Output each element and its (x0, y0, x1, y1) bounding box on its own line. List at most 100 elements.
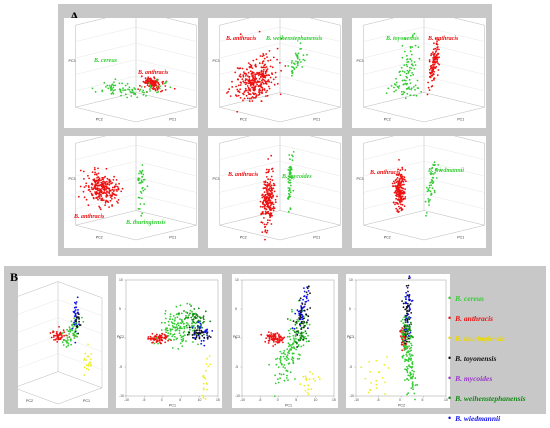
x-tick-label: 10 (314, 398, 318, 402)
data-point (171, 322, 174, 325)
data-point (308, 340, 310, 342)
data-point (261, 206, 264, 208)
data-point (63, 331, 65, 333)
data-point (74, 309, 77, 311)
data-point (434, 59, 437, 61)
data-point (262, 53, 265, 55)
data-point (300, 47, 302, 50)
data-point (318, 378, 321, 381)
data-point (183, 325, 185, 328)
data-point (290, 184, 292, 187)
data-point (154, 83, 157, 86)
data-point (74, 312, 77, 315)
data-point (429, 76, 432, 79)
data-point (411, 46, 414, 48)
data-point (83, 186, 86, 188)
data-point (66, 334, 69, 337)
data-point (299, 354, 301, 356)
data-point (85, 182, 88, 185)
data-point (179, 304, 182, 307)
data-point (139, 190, 142, 193)
axis-line (75, 107, 137, 123)
data-point (300, 311, 303, 313)
data-point (62, 344, 65, 346)
data-point (428, 60, 431, 63)
axis-line (57, 387, 103, 405)
data-point (185, 324, 188, 327)
data-point (268, 184, 270, 187)
data-point (304, 375, 307, 378)
axis-line (363, 136, 394, 144)
data-point (306, 391, 309, 394)
data-point (296, 64, 299, 67)
data-point (404, 196, 407, 198)
data-point (309, 371, 311, 373)
y-tick-label: 0 (349, 336, 351, 340)
data-point (273, 184, 276, 186)
data-point (407, 337, 410, 340)
data-point (406, 346, 409, 349)
data-point (68, 326, 71, 329)
data-point (268, 187, 271, 189)
data-point (392, 185, 394, 188)
data-point (271, 192, 273, 195)
data-point (126, 82, 129, 85)
data-point (239, 97, 242, 99)
data-point (75, 318, 77, 321)
data-point (74, 320, 77, 323)
data-point (228, 88, 231, 91)
grid-line (279, 43, 341, 59)
data-point (128, 89, 131, 91)
data-point (203, 333, 205, 336)
data-point (407, 357, 410, 359)
data-point (149, 335, 152, 338)
data-point (263, 191, 266, 193)
data-point (264, 226, 266, 229)
data-point (307, 315, 310, 318)
data-point (84, 352, 87, 355)
data-point (276, 58, 278, 61)
data-point (392, 201, 395, 204)
data-point (252, 72, 255, 74)
data-point (66, 337, 69, 339)
data-point (434, 67, 437, 69)
data-point (68, 333, 71, 335)
data-point (195, 329, 198, 332)
data-point (295, 322, 298, 324)
data-point (406, 310, 408, 313)
data-point (409, 308, 411, 311)
data-point (272, 170, 274, 173)
axis-line (75, 210, 137, 226)
grid-line (18, 317, 59, 333)
data-point (261, 79, 263, 82)
data-point (279, 358, 282, 360)
data-point (149, 90, 151, 92)
data-point (412, 383, 414, 385)
data-point (91, 183, 94, 186)
data-point (268, 340, 270, 342)
legend-item: • B. anthracis (448, 308, 544, 328)
data-point (75, 303, 77, 305)
data-point (138, 182, 141, 184)
data-point (408, 340, 411, 343)
x-tick-label: 0 (277, 398, 279, 402)
data-point (407, 290, 409, 293)
data-point (405, 72, 408, 75)
data-point (239, 84, 242, 86)
data-point (292, 359, 294, 362)
data-point (241, 78, 244, 80)
data-point (407, 284, 410, 287)
data-point (294, 331, 296, 334)
grid-line (363, 26, 425, 42)
data-point (257, 80, 260, 83)
data-point (439, 169, 442, 172)
data-point (182, 323, 185, 325)
data-point (201, 334, 204, 337)
data-point (283, 364, 286, 366)
data-point (180, 336, 183, 338)
axes-box (75, 18, 197, 123)
data-point (428, 89, 431, 91)
data-point (267, 170, 270, 173)
data-point (108, 84, 111, 87)
